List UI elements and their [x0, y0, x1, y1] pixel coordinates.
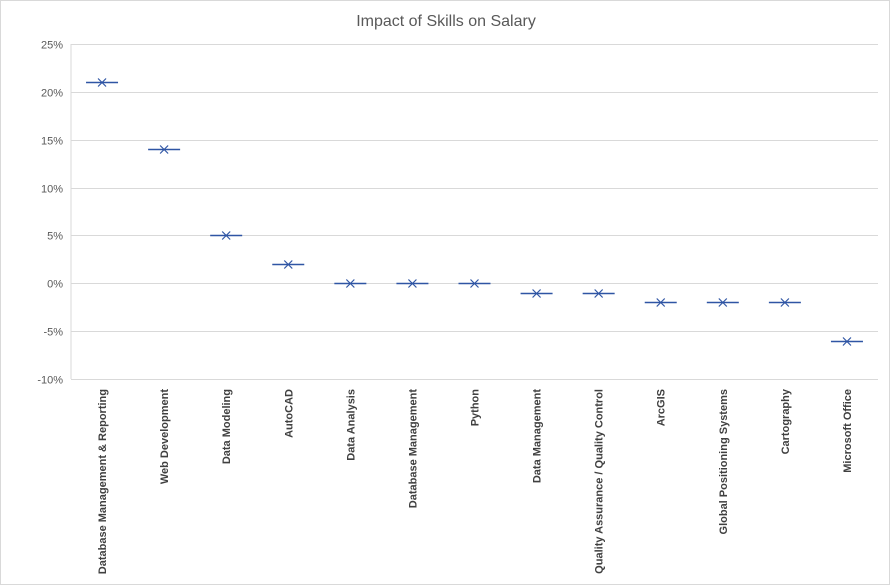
x-marker [532, 289, 542, 298]
x-marker [594, 289, 604, 298]
x-marker [842, 337, 852, 346]
x-tick-label: Global Positioning Systems [718, 389, 730, 534]
x-tick-label: AutoCAD [283, 389, 295, 438]
y-tick-label: 10% [41, 184, 63, 196]
data-point [272, 260, 305, 269]
chart-title: Impact of Skills on Salary [356, 13, 536, 30]
data-point [706, 298, 739, 307]
x-marker [780, 298, 790, 307]
x-marker [407, 279, 417, 288]
x-tick-label: ArcGIS [656, 389, 668, 426]
y-tick-label: 0% [47, 279, 63, 291]
data-point [458, 279, 491, 288]
x-tick-label: Microsoft Office [842, 389, 854, 473]
data-point [334, 279, 367, 288]
y-tick-label: 20% [41, 88, 63, 100]
x-marker [97, 78, 107, 87]
x-tick-label: Database Management [407, 389, 419, 509]
data-point [768, 298, 801, 307]
x-marker [470, 279, 479, 288]
x-marker [656, 298, 666, 307]
data-point [582, 289, 615, 298]
data-point [396, 279, 429, 288]
x-tick-label: Web Development [159, 389, 171, 484]
x-tick-label: Quality Assurance / Quality Control [594, 389, 606, 574]
y-tick-label: -10% [37, 375, 63, 387]
data-point [148, 145, 181, 154]
x-tick-label: Data Analysis [345, 389, 357, 461]
y-tick-label: 15% [41, 136, 63, 148]
x-tick-label: Cartography [780, 388, 792, 454]
data-point [86, 78, 119, 87]
x-marker [345, 279, 355, 288]
x-marker [718, 298, 728, 307]
x-tick-label: Data Management [532, 389, 544, 483]
data-point [644, 298, 677, 307]
x-tick-label: Python [470, 389, 482, 427]
x-tick-label: Database Management & Reporting [97, 389, 109, 574]
x-marker [283, 260, 293, 269]
data-point [830, 337, 863, 346]
y-tick-label: -5% [43, 327, 63, 339]
y-tick-label: 5% [47, 231, 63, 243]
data-point [210, 231, 243, 240]
x-tick-label: Data Modeling [221, 389, 233, 464]
data-point [520, 289, 553, 298]
x-marker [159, 145, 169, 154]
y-tick-label: 25% [41, 40, 63, 52]
x-marker [221, 231, 231, 240]
